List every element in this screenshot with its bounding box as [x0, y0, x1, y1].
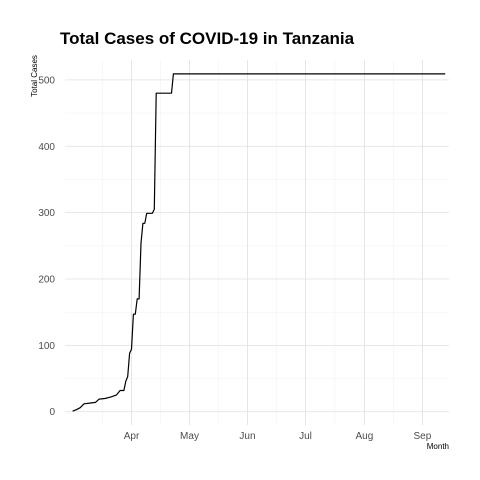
x-tick-label: Jul: [299, 431, 312, 442]
y-axis-title: Total Cases: [30, 55, 39, 97]
x-tick-label: Apr: [124, 431, 140, 442]
x-tick-label: May: [180, 431, 199, 442]
x-axis-tick-labels: Apr May Jun Jul Aug Sep: [124, 431, 432, 442]
chart-title: Total Cases of COVID-19 in Tanzania: [60, 29, 355, 48]
y-axis-tick-labels: 0 100 200 300 400 500: [38, 75, 55, 418]
x-tick-label: Jun: [239, 431, 255, 442]
y-tick-label: 200: [38, 275, 55, 286]
y-tick-label: 0: [49, 407, 55, 418]
y-tick-label: 100: [38, 341, 55, 352]
x-tick-label: Sep: [413, 431, 431, 442]
total-cases-line: [72, 73, 446, 412]
y-tick-label: 500: [38, 75, 55, 86]
minor-gridlines: [65, 60, 449, 425]
y-tick-label: 300: [38, 208, 55, 219]
x-axis-title: Month: [427, 442, 449, 451]
y-tick-label: 400: [38, 142, 55, 153]
x-tick-label: Aug: [356, 431, 374, 442]
major-gridlines: [65, 60, 449, 425]
